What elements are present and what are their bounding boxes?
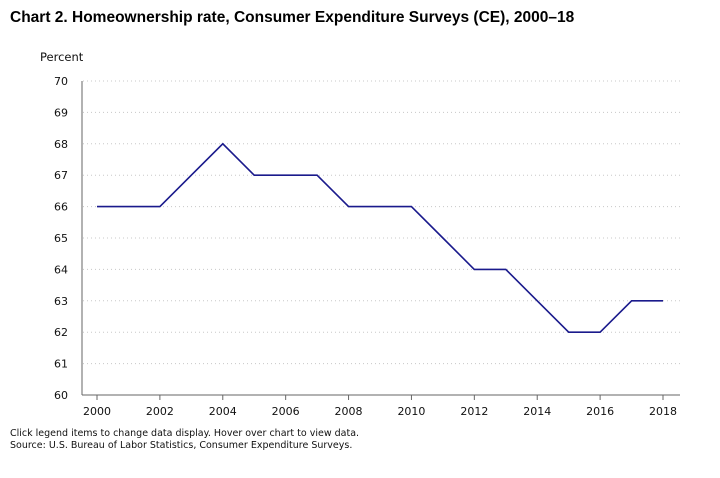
data-point[interactable]: 2018: 63 bbox=[659, 297, 667, 305]
data-point[interactable]: 2009: 66 bbox=[376, 203, 384, 211]
data-point[interactable]: 2004: 68 bbox=[219, 140, 227, 148]
data-point[interactable]: 2012: 64 bbox=[470, 265, 478, 273]
axes bbox=[81, 81, 680, 400]
data-point[interactable]: 2003: 67 bbox=[187, 171, 195, 179]
y-tick-label: 66 bbox=[54, 201, 68, 214]
data-point[interactable]: 2006: 67 bbox=[282, 171, 290, 179]
y-tick-label: 68 bbox=[54, 138, 68, 151]
chart-instructions: Click legend items to change data displa… bbox=[10, 428, 360, 439]
x-tick-label: 2018 bbox=[649, 405, 677, 418]
y-tick-label: 60 bbox=[54, 389, 68, 402]
y-tick-label: 61 bbox=[54, 358, 68, 371]
x-tick-label: 2014 bbox=[523, 405, 551, 418]
x-tick-label: 2010 bbox=[397, 405, 425, 418]
data-point[interactable]: 2007: 67 bbox=[313, 171, 321, 179]
x-tick-label: 2006 bbox=[272, 405, 300, 418]
x-tick-label: 2008 bbox=[335, 405, 363, 418]
data-point[interactable]: 2002: 66 bbox=[156, 203, 164, 211]
x-tick-labels: 2000 2002 2004 2006 2008 2010 2012 2014 2016 2018 bbox=[83, 405, 677, 418]
y-tick-label: 70 bbox=[54, 75, 68, 88]
y-tick-label: 65 bbox=[54, 232, 68, 245]
chart-source: Source: U.S. Bureau of Labor Statistics,… bbox=[10, 440, 353, 451]
x-tick-label: 2012 bbox=[460, 405, 488, 418]
data-point[interactable]: 2017: 63 bbox=[628, 297, 636, 305]
footnotes: Click legend items to change data displa… bbox=[10, 428, 359, 452]
x-tick-label: 2000 bbox=[83, 405, 111, 418]
y-tick-labels: 60 61 62 63 64 65 66 67 68 69 70 bbox=[54, 75, 68, 402]
y-tick-label: 69 bbox=[54, 106, 68, 119]
y-tick-label: 63 bbox=[54, 295, 68, 308]
data-point[interactable]: 2010: 66 bbox=[407, 203, 415, 211]
data-point[interactable]: 2013: 64 bbox=[502, 265, 510, 273]
data-point[interactable]: 2011: 65 bbox=[439, 234, 447, 242]
chart-title: Chart 2. Homeownership rate, Consumer Ex… bbox=[10, 9, 575, 26]
gridlines bbox=[83, 80, 680, 365]
x-tick-label: 2002 bbox=[146, 405, 174, 418]
data-point[interactable]: 2015: 62 bbox=[565, 328, 573, 336]
y-tick-label: 64 bbox=[54, 263, 68, 276]
y-tick-label: 67 bbox=[54, 169, 68, 182]
data-point[interactable]: 2005: 67 bbox=[250, 171, 258, 179]
data-point[interactable]: 2016: 62 bbox=[596, 328, 604, 336]
data-point[interactable]: 2001: 66 bbox=[124, 203, 132, 211]
x-tick-label: 2016 bbox=[586, 405, 614, 418]
x-tick-label: 2004 bbox=[209, 405, 237, 418]
data-point[interactable]: 2014: 63 bbox=[533, 297, 541, 305]
series-line[interactable] bbox=[97, 142, 663, 334]
data-point[interactable]: 2000: 66 bbox=[93, 203, 101, 211]
data-point[interactable]: 2008: 66 bbox=[345, 203, 353, 211]
series-layer[interactable]: 2000: 66 2001: 66 2002: 66 2003: 67 2004: 68… bbox=[93, 140, 667, 336]
y-axis-label: Percent bbox=[40, 50, 84, 64]
y-tick-label: 62 bbox=[54, 326, 68, 339]
